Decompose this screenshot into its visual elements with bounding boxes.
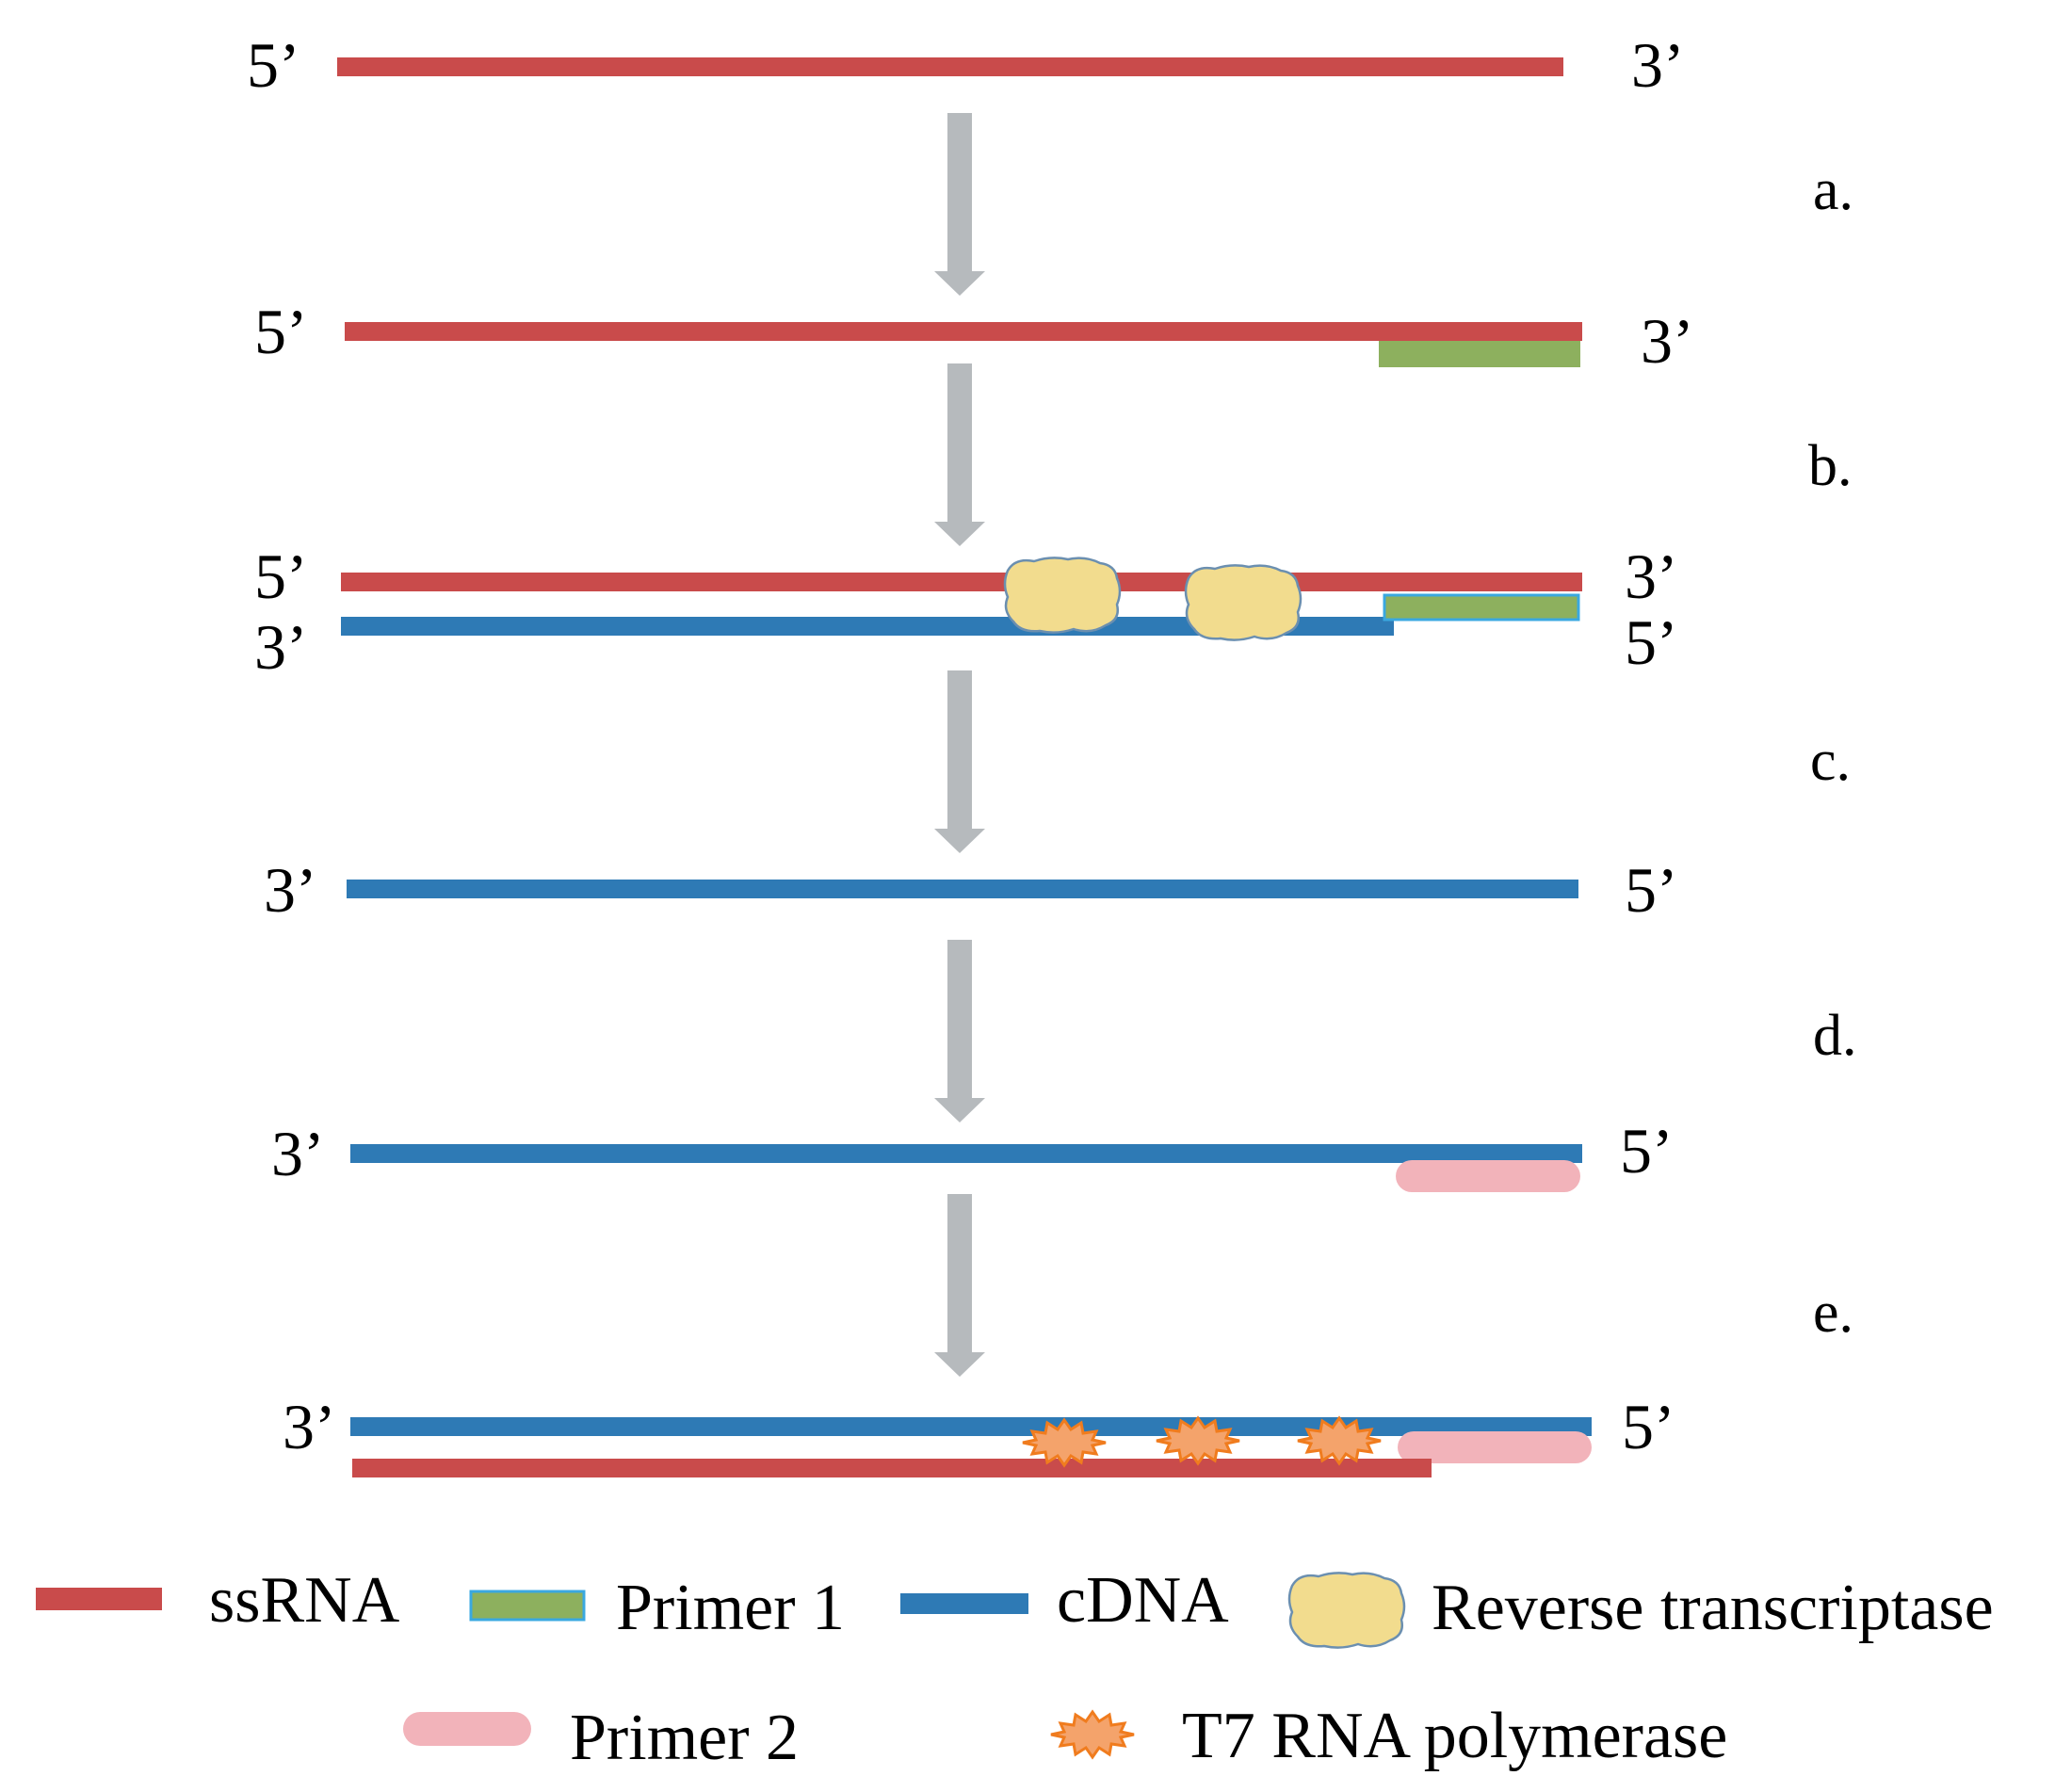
ssrna-strand <box>337 57 1563 76</box>
primer-1 <box>1379 341 1580 367</box>
ssrna-strand <box>345 322 1582 341</box>
step-label-e: e. <box>1813 1281 1853 1345</box>
row-6-t7-transcription: 3’ 5’ <box>283 1391 1675 1477</box>
arrow-down-icon <box>934 1194 985 1377</box>
reverse-transcriptase-icon <box>1184 564 1303 641</box>
cdna-strand <box>347 880 1578 898</box>
arrow-down-icon <box>934 363 985 546</box>
arrow-down-icon <box>934 113 985 296</box>
legend-item-primer-2: Primer 2 <box>403 1702 799 1774</box>
end-label: 5’ <box>254 296 308 367</box>
cdna-strand <box>341 617 1394 636</box>
end-label: 5’ <box>1625 854 1678 926</box>
legend-label: Reverse transcriptase <box>1432 1572 1994 1644</box>
end-label: 3’ <box>283 1391 336 1462</box>
primer-2 <box>1396 1160 1580 1192</box>
end-label: 3’ <box>1625 541 1678 612</box>
legend: ssRNA Primer 1 cDNA Reverse transcriptas… <box>36 1564 1994 1774</box>
end-label: 5’ <box>254 541 308 612</box>
legend-item-t7-rna-polymerase: T7 RNA polymerase <box>1049 1700 1727 1772</box>
row-4-cdna: 3’ 5’ <box>264 854 1678 926</box>
primer-1 <box>1383 593 1580 622</box>
cdna-strand <box>350 1144 1582 1163</box>
step-label-a: a. <box>1813 158 1853 222</box>
row-1-ssrna: 5’ 3’ <box>247 29 1685 101</box>
legend-label: ssRNA <box>209 1564 400 1637</box>
reverse-transcriptase-icon <box>1287 1572 1406 1649</box>
end-label: 3’ <box>1641 305 1694 377</box>
row-2-primer-annealing: 5’ 3’ <box>254 296 1694 377</box>
row-5-primer-2-annealing: 3’ 5’ <box>271 1115 1674 1192</box>
legend-label: T7 RNA polymerase <box>1182 1700 1727 1772</box>
arrow-down-icon <box>934 940 985 1122</box>
end-label: 3’ <box>271 1118 325 1189</box>
row-3-reverse-transcription: 5’ 3’ 3’ 5’ <box>254 541 1678 683</box>
ssrna-strand <box>341 573 1582 591</box>
legend-item-cdna: cDNA <box>900 1564 1229 1637</box>
legend-swatch-ssrna <box>36 1588 162 1610</box>
legend-label: Primer 2 <box>570 1702 799 1774</box>
legend-item-ssrna: ssRNA <box>36 1564 400 1637</box>
arrow-down-icon <box>934 670 985 853</box>
legend-item-reverse-transcriptase: Reverse transcriptase <box>1287 1572 1994 1649</box>
end-label: 5’ <box>247 29 300 101</box>
legend-swatch-primer-1 <box>469 1590 586 1622</box>
legend-item-primer-1: Primer 1 <box>469 1572 845 1644</box>
end-label: 5’ <box>1620 1115 1674 1187</box>
end-label: 3’ <box>1631 29 1685 101</box>
step-label-b: b. <box>1808 434 1853 498</box>
legend-swatch-primer-2 <box>403 1712 531 1746</box>
legend-label: Primer 1 <box>616 1572 845 1644</box>
step-label-d: d. <box>1813 1004 1857 1068</box>
reverse-transcriptase-icon <box>1003 557 1122 634</box>
end-label: 3’ <box>264 854 317 926</box>
step-label-c: c. <box>1810 729 1851 793</box>
end-label: 5’ <box>1625 606 1678 678</box>
legend-label: cDNA <box>1057 1564 1229 1637</box>
primer-2 <box>1398 1431 1592 1463</box>
end-label: 5’ <box>1622 1391 1675 1462</box>
step-arrows <box>934 113 985 1377</box>
ssrna-strand <box>352 1459 1432 1477</box>
cdna-strand <box>350 1417 1592 1436</box>
end-label: 3’ <box>254 611 308 683</box>
step-labels: a. b. c. d. e. <box>1808 158 1857 1345</box>
legend-swatch-cdna <box>900 1593 1028 1614</box>
t7-rna-polymerase-icon <box>1049 1710 1136 1759</box>
